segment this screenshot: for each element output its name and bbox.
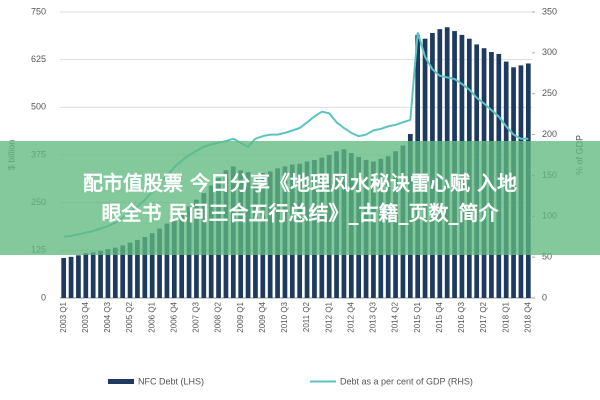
bar [179, 213, 185, 298]
y-tick-label: 750 [31, 6, 46, 16]
bar [142, 236, 148, 298]
x-tick-label: 2015 Q4 [435, 301, 444, 332]
bar [112, 247, 118, 298]
x-tick-label: 2006 Q1 [147, 301, 156, 332]
y2-tick-label: 350 [542, 6, 557, 16]
banner: 配市值股票 今日分享《地理风水秘诀雷心赋 入地 眼全书 民间三合五行总结》_古籍… [0, 141, 600, 255]
bar [61, 257, 67, 298]
y-tick-label: 0 [41, 292, 46, 302]
x-tick-label: 2014 Q2 [391, 301, 400, 332]
bar [164, 223, 170, 298]
x-tick-label: 2012 Q1 [324, 301, 333, 332]
x-tick-label: 2007 Q3 [192, 301, 201, 332]
y-tick-label: 625 [31, 54, 46, 64]
bar [135, 240, 140, 298]
bar [157, 228, 162, 298]
x-tick-label: 2016 Q3 [457, 301, 466, 332]
x-tick-label: 2013 Q3 [369, 301, 378, 332]
bar [98, 250, 103, 298]
x-tick-label: 2011 Q2 [302, 301, 311, 332]
y2-tick-label: 250 [542, 88, 557, 98]
x-tick-label: 2018 Q1 [501, 301, 510, 332]
banner-line: 配市值股票 今日分享《地理风水秘诀雷心赋 入地 [83, 171, 517, 195]
x-tick-label: 2006 Q4 [169, 301, 178, 332]
y2-tick-label: 200 [542, 129, 557, 139]
x-tick-label: 2004 Q3 [103, 301, 112, 332]
x-tick-label: 2003 Q1 [59, 301, 68, 332]
x-tick-label: 2018 Q4 [523, 301, 532, 332]
x-tick-label: 2010 Q3 [280, 301, 289, 332]
y2-tick-label: 50 [542, 252, 552, 262]
y-tick-label: 500 [31, 102, 46, 112]
x-tick-label: 2017 Q2 [479, 301, 488, 332]
x-tick-label: 2009 Q4 [258, 301, 267, 332]
bar [83, 253, 89, 298]
x-tick-label: 2012 Q4 [346, 301, 355, 332]
x-tick-label: 2009 Q1 [236, 301, 245, 332]
x-tick-label: 2008 Q2 [214, 301, 223, 332]
legend-label: Debt as a per cent of GDP (RHS) [340, 376, 473, 386]
bar [76, 255, 81, 298]
y2-tick-label: 300 [542, 47, 557, 57]
banner-line: 眼全书 民间三合五行总结》_古籍_页数_简介 [101, 201, 499, 225]
bar [171, 218, 177, 298]
x-tick-label: 2015 Q1 [413, 301, 422, 332]
legend-swatch [108, 379, 134, 384]
y2-tick-label: 0 [542, 292, 547, 302]
bar [127, 242, 133, 298]
bar [68, 256, 74, 298]
x-tick-label: 2003 Q4 [81, 301, 90, 332]
bar [120, 245, 126, 298]
x-tick-label: 2005 Q2 [125, 301, 134, 332]
bar [90, 252, 96, 298]
legend-label: NFC Debt (LHS) [138, 376, 204, 386]
bar [105, 249, 111, 298]
bar [149, 233, 155, 298]
